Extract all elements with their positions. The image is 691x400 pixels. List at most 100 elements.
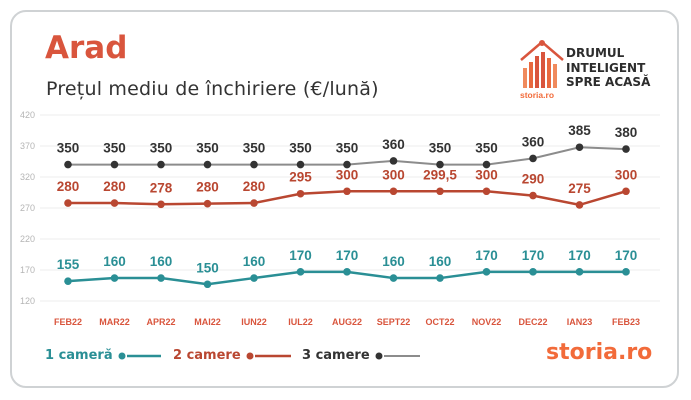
y-tick-label: 220 (20, 234, 35, 244)
x-tick-label: AUG22 (332, 317, 362, 327)
city-title: Arad (45, 30, 128, 66)
data-point-three-rooms (250, 160, 258, 169)
data-label-two-rooms: 280 (57, 179, 80, 194)
data-point-two-rooms (529, 191, 537, 200)
data-point-two-rooms (64, 199, 72, 207)
data-point-one-room (64, 277, 72, 285)
data-label-three-rooms: 350 (475, 141, 498, 156)
legend-label-one-room: 1 cameră (45, 348, 113, 363)
data-label-one-room: 155 (57, 257, 80, 272)
data-point-three-rooms (622, 145, 630, 153)
data-label-three-rooms: 350 (57, 141, 80, 156)
data-label-three-rooms: 350 (150, 141, 173, 156)
data-label-three-rooms: 350 (429, 141, 452, 156)
data-point-one-room (157, 274, 165, 282)
y-tick-label: 420 (20, 110, 35, 120)
data-point-three-rooms (436, 160, 444, 169)
brand-tagline: DRUMUL INTELIGENT SPRE ACASĂ (566, 46, 650, 90)
data-label-one-room: 160 (243, 254, 266, 269)
data-point-one-room (110, 274, 119, 282)
data-point-one-room (575, 268, 584, 276)
data-point-three-rooms (296, 160, 305, 169)
data-label-one-room: 160 (429, 254, 452, 269)
legend-item-three-rooms: 3 camere (302, 348, 420, 363)
data-point-three-rooms (529, 154, 537, 163)
data-point-three-rooms (64, 160, 72, 169)
data-point-three-rooms (157, 160, 165, 169)
data-label-two-rooms: 295 (289, 170, 312, 185)
data-label-one-room: 170 (615, 248, 638, 263)
data-label-two-rooms: 280 (103, 179, 126, 194)
data-point-two-rooms (482, 187, 491, 196)
x-tick-label: SEPT22 (377, 317, 411, 327)
data-point-three-rooms (575, 143, 584, 152)
x-tick-label: MAR22 (99, 317, 130, 327)
data-point-one-room (482, 268, 491, 276)
chart-subtitle: Prețul mediu de închiriere (€/lună) (46, 78, 379, 100)
data-point-one-room (529, 268, 537, 276)
x-tick-label: MAI22 (194, 317, 221, 327)
data-point-one-room (203, 280, 212, 289)
legend-label-two-rooms: 2 camere (173, 348, 241, 363)
data-point-one-room (622, 268, 630, 276)
y-tick-label: 320 (20, 172, 35, 182)
x-tick-label: IUL22 (288, 317, 313, 327)
data-point-three-rooms (203, 160, 212, 169)
data-point-one-room (389, 274, 398, 282)
x-tick-label: DEC22 (518, 317, 547, 327)
x-tick-label: IAN23 (567, 317, 593, 327)
data-point-three-rooms (110, 160, 119, 169)
data-label-two-rooms: 300 (336, 167, 359, 182)
data-point-three-rooms (482, 160, 491, 169)
data-point-three-rooms (389, 157, 398, 165)
data-label-three-rooms: 380 (615, 125, 638, 140)
data-point-one-room (436, 274, 444, 282)
legend-item-one-room: 1 cameră (45, 348, 161, 363)
data-label-two-rooms: 280 (243, 179, 266, 194)
x-tick-label: NOV22 (472, 317, 502, 327)
data-point-two-rooms (389, 187, 398, 196)
data-point-one-room (296, 268, 305, 276)
legend-swatch-three-rooms (375, 352, 420, 359)
data-label-one-room: 160 (150, 254, 173, 269)
data-label-three-rooms: 360 (522, 134, 545, 149)
data-point-two-rooms (575, 201, 584, 209)
data-point-three-rooms (343, 160, 351, 169)
chart-card (10, 10, 679, 388)
x-tick-label: IUN22 (241, 317, 267, 327)
data-point-two-rooms (203, 199, 212, 208)
data-label-one-room: 170 (289, 248, 312, 263)
tagline-line-2: INTELIGENT (566, 60, 646, 75)
data-point-one-room (343, 268, 351, 276)
data-label-two-rooms: 280 (196, 180, 219, 195)
x-tick-label: APR22 (146, 317, 175, 327)
data-point-two-rooms (157, 200, 165, 209)
legend-label-three-rooms: 3 camere (302, 348, 370, 363)
data-label-one-room: 170 (568, 248, 591, 263)
logo-small-text: storia.ro (520, 90, 554, 100)
data-label-one-room: 160 (103, 254, 126, 269)
data-label-three-rooms: 350 (336, 141, 359, 156)
data-label-three-rooms: 385 (568, 123, 591, 138)
x-tick-label: OCT22 (425, 317, 454, 327)
data-label-one-room: 170 (522, 248, 545, 263)
legend-swatch-one-room (118, 352, 161, 359)
storia-footer-logo: storia.ro (546, 340, 653, 365)
tagline-line-1: DRUMUL (566, 46, 625, 60)
y-tick-label: 120 (20, 296, 35, 306)
data-label-two-rooms: 299,5 (423, 167, 457, 182)
data-label-three-rooms: 360 (382, 137, 405, 152)
data-label-three-rooms: 350 (289, 141, 312, 156)
data-label-two-rooms: 300 (382, 167, 405, 182)
data-label-three-rooms: 350 (243, 141, 266, 156)
storia-house-logo-icon: storia.ro (520, 40, 564, 100)
data-point-two-rooms (343, 187, 351, 196)
y-tick-label: 170 (20, 265, 35, 275)
data-label-one-room: 160 (382, 254, 405, 269)
data-label-three-rooms: 350 (196, 141, 219, 156)
data-label-three-rooms: 350 (103, 141, 126, 156)
legend-item-two-rooms: 2 camere (173, 348, 291, 363)
data-label-one-room: 150 (196, 260, 219, 275)
y-tick-label: 270 (20, 203, 35, 213)
